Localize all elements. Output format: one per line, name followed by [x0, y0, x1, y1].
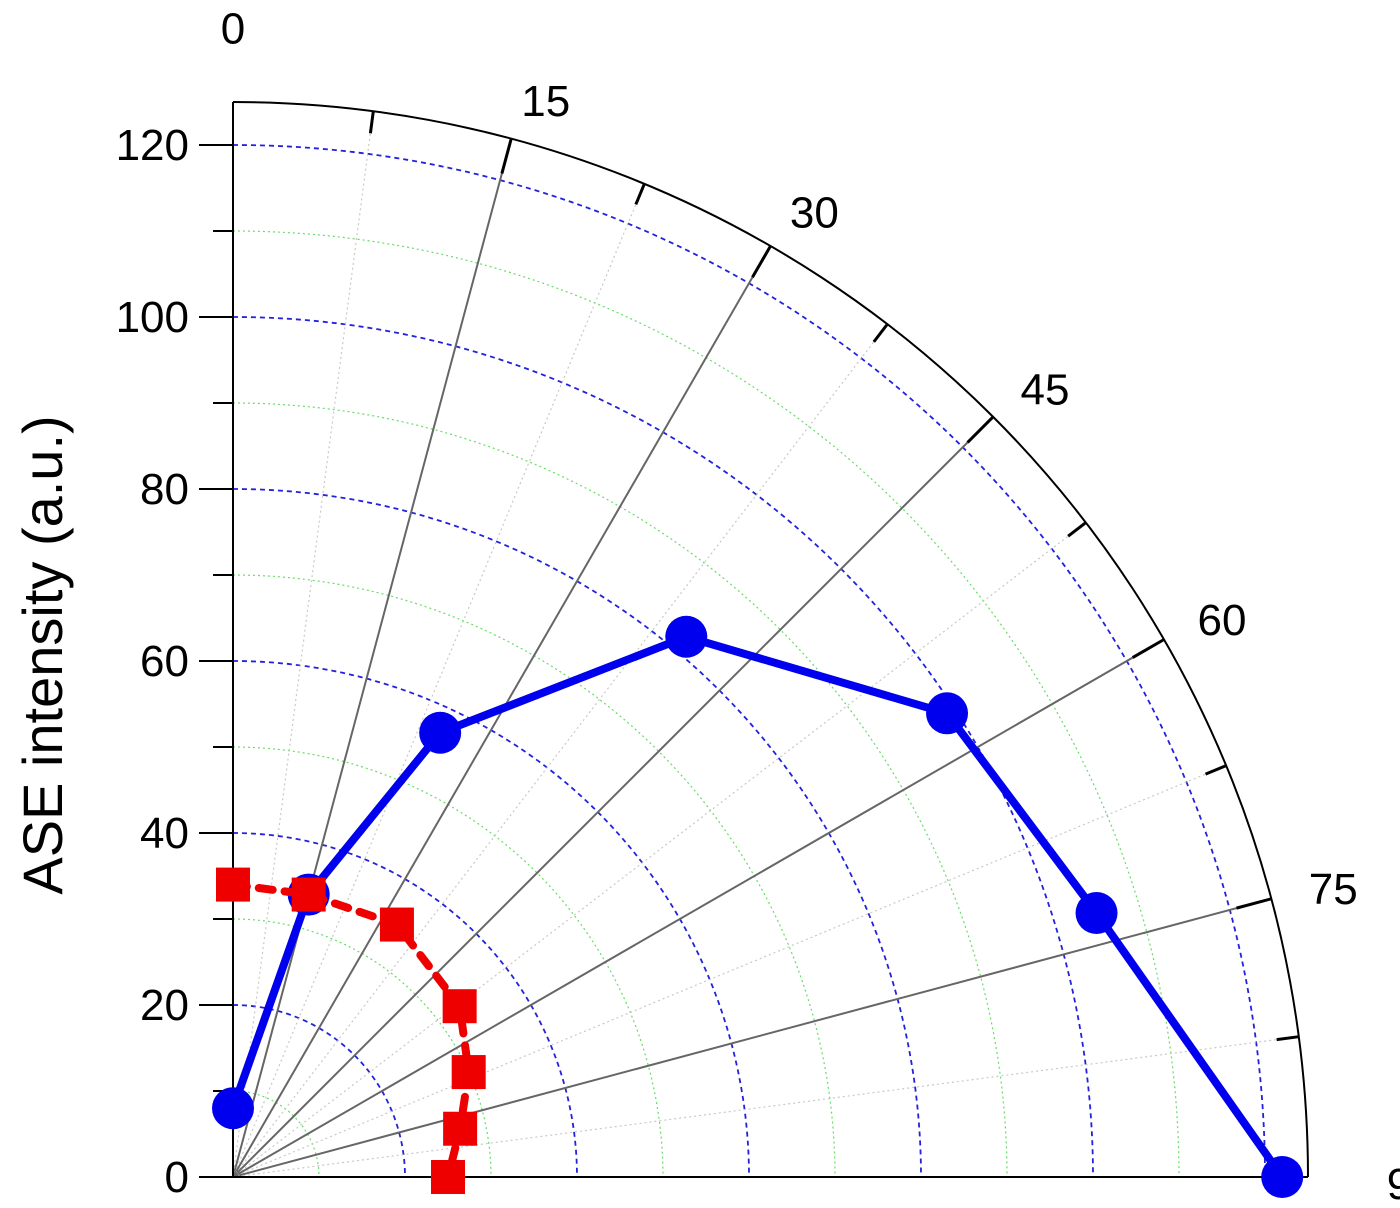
- angular-spoke-minor: [232, 522, 1087, 1178]
- data-point-circle: [212, 1087, 254, 1130]
- radial-tick-label: 60: [140, 637, 189, 686]
- data-point-circle: [1261, 1156, 1304, 1198]
- angle-tick-minor: [368, 111, 375, 134]
- radial-tick-label: 40: [140, 809, 189, 858]
- angle-tick-major: [966, 415, 995, 444]
- radial-grid-minor: [232, 574, 836, 1178]
- series-layer: [212, 615, 1304, 1198]
- angular-spoke-major: [232, 416, 994, 1178]
- series-line: [229, 632, 1287, 1181]
- data-point-square: [291, 877, 326, 912]
- angle-tick-label: 30: [790, 189, 839, 238]
- radial-tick-label: 0: [165, 1153, 189, 1202]
- angle-tick-major: [500, 138, 513, 174]
- angle-tick-minor: [1204, 764, 1227, 776]
- data-point-square: [379, 907, 414, 942]
- frame-layer: [199, 101, 1309, 1178]
- angle-tick-label: 15: [521, 77, 570, 126]
- radial-tick-label: 20: [140, 981, 189, 1030]
- radial-tick-label: 100: [116, 293, 189, 342]
- angular-spoke-minor: [232, 1036, 1299, 1178]
- data-point-square: [443, 1111, 478, 1146]
- data-point-circle: [1075, 891, 1118, 934]
- angle-tick-major: [1236, 897, 1272, 910]
- angular-spoke-minor: [232, 765, 1227, 1178]
- angular-spoke-minor: [232, 111, 374, 1178]
- angle-tick-minor: [634, 183, 646, 206]
- label-layer: 0 20 40 60 80 100 120 0 15 30 45 60 75 90: [116, 4, 1400, 1208]
- angle-tick-minor: [1067, 521, 1087, 538]
- radial-grid-minor: [232, 918, 492, 1178]
- angular-spoke-major: [232, 897, 1272, 1178]
- angular-spoke-major: [232, 138, 513, 1178]
- angle-tick-label: 60: [1197, 596, 1246, 645]
- y-axis-label: ASE intensity (a.u.): [11, 415, 74, 894]
- angle-tick-minor: [872, 323, 889, 343]
- data-point-circle: [926, 692, 969, 735]
- angle-tick-label: 75: [1309, 865, 1358, 914]
- series-line: [229, 880, 473, 1181]
- radial-grid-minor: [232, 230, 1180, 1178]
- data-point-square: [431, 1160, 465, 1194]
- data-point-square: [442, 989, 477, 1024]
- angle-tick-label: 0: [221, 4, 245, 53]
- data-point-circle: [665, 615, 708, 658]
- angle-tick-label: 90: [1387, 1160, 1400, 1208]
- angle-tick-label: 45: [1021, 365, 1070, 414]
- data-point-square: [216, 867, 250, 902]
- grid-layer: [232, 111, 1299, 1178]
- angle-tick-major: [1131, 638, 1165, 659]
- angular-spoke-minor: [232, 183, 645, 1178]
- data-point-square: [451, 1055, 486, 1090]
- angle-tick-minor: [1276, 1035, 1299, 1042]
- radial-grid-minor: [232, 746, 664, 1178]
- angular-spoke-minor: [232, 323, 888, 1178]
- data-point-circle: [419, 711, 462, 754]
- radial-tick-label: 80: [140, 465, 189, 514]
- angle-tick-major: [751, 245, 772, 279]
- angular-spoke-major: [232, 638, 1165, 1178]
- radial-tick-label: 120: [116, 121, 189, 170]
- series-1: [216, 867, 486, 1194]
